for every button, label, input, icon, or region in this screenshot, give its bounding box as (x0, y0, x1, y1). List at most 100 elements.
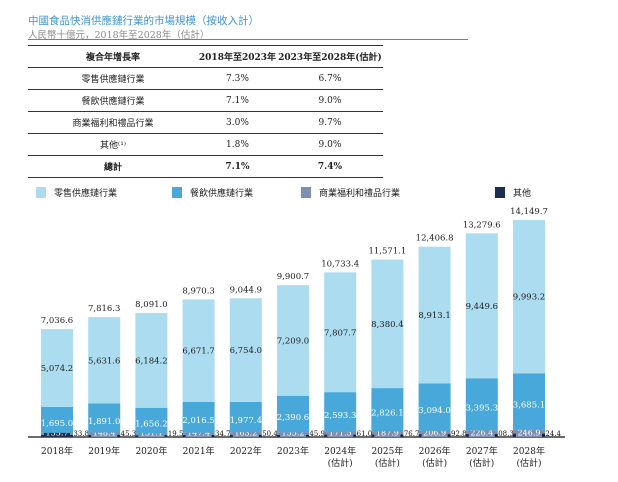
data-label-retail: 6,671.7 (182, 347, 214, 357)
header-cell: 2018年至2023年 (198, 45, 277, 68)
data-label-bg (91, 428, 118, 437)
bar-segment (371, 259, 404, 389)
cell: 1.8% (198, 133, 277, 156)
legend-label: 其他 (513, 189, 532, 199)
x-tick-label: (估計) (469, 457, 494, 469)
data-label-corporate: 133.7 (46, 429, 69, 438)
data-label-foodservice: 2,593.3 (324, 411, 356, 421)
data-label-retail: 5,631.6 (88, 356, 120, 366)
data-label-other: 192.8 (447, 430, 467, 438)
data-label-total: 9,900.7 (277, 272, 309, 282)
data-label-foodservice: 1,977.4 (230, 416, 262, 426)
data-label-total: 14,149.7 (510, 207, 548, 217)
data-label-other: 145.3 (116, 430, 136, 438)
bar-segment (418, 383, 451, 431)
bar-segment (465, 378, 498, 431)
data-label-foodservice: 1,695.0 (41, 419, 73, 429)
data-label-foodservice: 2,016.5 (182, 416, 214, 426)
data-label-foodservice: 3,094.0 (418, 406, 450, 416)
x-tick-label: (估計) (375, 457, 400, 469)
table-row: 商業福利和禮品行業 3.0% 9.7% (28, 111, 383, 134)
bar-segment (513, 220, 545, 374)
table-row: 零售供應鏈行業 7.3% 6.7% (28, 67, 383, 90)
data-label-other: 119.5 (163, 430, 183, 438)
data-label-bg (374, 428, 401, 437)
cell: 9.0% (276, 89, 383, 112)
x-tick-label: 2018年 (41, 445, 73, 457)
cell: 3.0% (198, 111, 277, 134)
data-label-other: 208.3 (494, 430, 514, 438)
data-label-foodservice: 2,390.6 (277, 413, 309, 423)
data-label-bg (516, 428, 542, 437)
data-label-retail: 8,913.1 (418, 311, 450, 321)
cell: 7.4% (276, 155, 383, 178)
data-label-total: 9,044.9 (230, 285, 262, 295)
bar-segment (229, 401, 262, 433)
bar-segment (41, 406, 73, 433)
row-label: 總計 (28, 155, 198, 178)
data-label-total: 13,279.6 (463, 220, 501, 230)
bar-segment (465, 233, 498, 379)
chart-legend: 零售供應鏈行業 餐飲供應鏈行業 商業福利和禮品行業 其他 (36, 186, 596, 202)
legend-swatch (36, 187, 46, 198)
data-label-bg (232, 428, 259, 437)
data-label-other: 133.8 (69, 430, 89, 438)
x-tick-label: 2020年 (135, 445, 167, 457)
header-cell: 2023年至2028年(估計) (276, 45, 383, 68)
data-label-total: 7,816.3 (88, 304, 120, 314)
cell: 9.0% (276, 133, 383, 156)
bar-segment (88, 317, 121, 404)
data-label-other: 161.0 (352, 430, 372, 438)
data-label-foodservice: 3,395.3 (466, 403, 498, 413)
data-label-foodservice: 2,826.1 (371, 409, 403, 419)
bar-segment (88, 403, 121, 433)
data-label-corporate: 171.5 (329, 429, 352, 438)
bar-segment (418, 246, 451, 384)
chart-subtitle: 人民幣十億元，2018年至2028年（估計） (28, 30, 210, 41)
x-tick-label: (估計) (516, 457, 541, 469)
x-tick-label: 2022年 (230, 445, 262, 457)
x-tick-label: 2019年 (88, 445, 120, 457)
data-label-other: 134.7 (211, 430, 231, 438)
data-label-bg (280, 428, 306, 437)
table-header-row: 複合年增長率 2018年至2023年 2023年至2028年(估計) (28, 45, 383, 68)
data-label-corporate: 155.2 (282, 429, 305, 438)
bar-segment (277, 395, 309, 433)
bar-segment (182, 401, 215, 433)
data-label-retail: 9,449.6 (466, 302, 498, 312)
data-label-foodservice: 1,891.0 (88, 417, 120, 427)
x-tick-label: 2026年 (419, 445, 451, 457)
title-rule (28, 39, 468, 40)
data-label-total: 10,733.4 (321, 259, 359, 269)
data-label-corporate: 147.4 (187, 429, 210, 438)
legend-item: 商業福利和禮品行業 (301, 186, 400, 199)
bar-segment (135, 312, 168, 408)
data-label-retail: 9,993.2 (513, 293, 545, 303)
cell: 7.1% (198, 89, 277, 112)
x-tick-label: 2024年 (324, 445, 356, 457)
cell: 9.7% (276, 111, 383, 134)
data-label-retail: 7,807.7 (324, 328, 356, 338)
cagr-table: 複合年增長率 2018年至2023年 2023年至2028年(估計) 零售供應鏈… (28, 45, 383, 178)
legend-label: 商業福利和禮品行業 (319, 189, 401, 199)
data-label-corporate: 148.4 (93, 429, 116, 438)
data-label-corporate: 226.4 (470, 429, 493, 438)
bar-segment (135, 407, 168, 434)
data-label-foodservice: 3,685.1 (513, 401, 545, 411)
cell: 7.1% (198, 155, 277, 178)
table-row: 其他⁽¹⁾ 1.8% 9.0% (28, 133, 383, 156)
x-tick-label: 2025年 (371, 445, 403, 457)
data-label-bg (468, 428, 495, 437)
bar-segment (371, 388, 404, 432)
legend-item: 其他 (495, 186, 531, 199)
x-tick-label: 2021年 (183, 445, 215, 457)
data-label-retail: 5,074.2 (41, 364, 73, 374)
legend-item: 零售供應鏈行業 (36, 186, 117, 199)
bar-segment (324, 272, 357, 393)
bar-segment (229, 298, 262, 402)
bar-segment (324, 392, 357, 432)
x-tick-label: 2023年 (277, 445, 309, 457)
table-row-total: 總計 7.1% 7.4% (28, 155, 383, 178)
data-label-retail: 8,380.4 (371, 320, 403, 330)
